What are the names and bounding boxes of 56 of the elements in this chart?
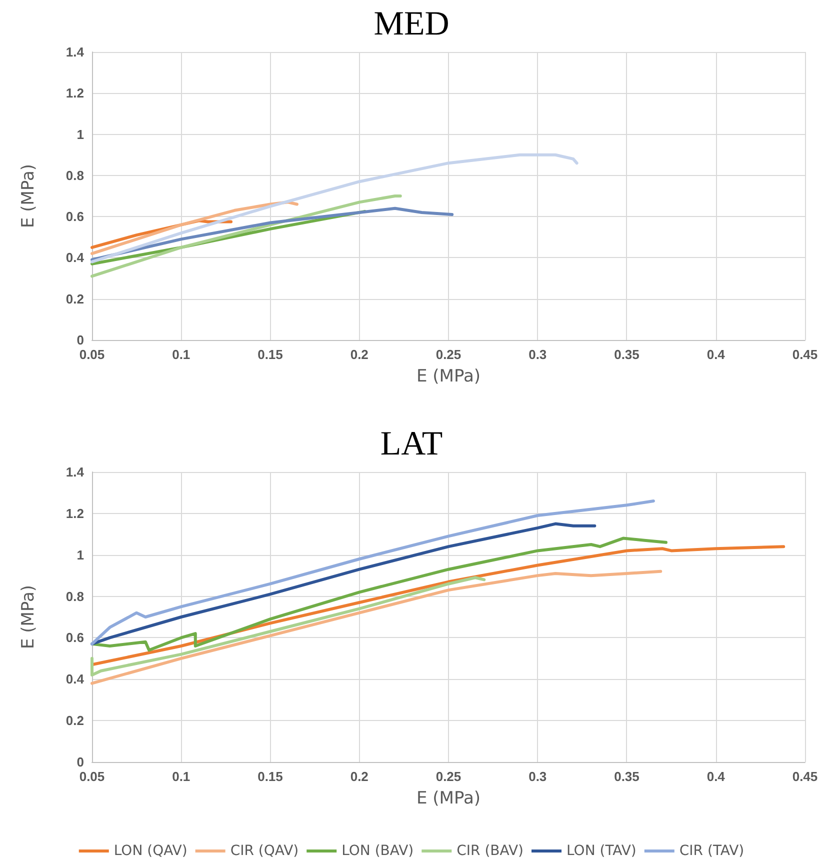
y-tick-label: 0.4 [66, 672, 85, 687]
chart-title: MED [374, 6, 450, 42]
legend-label: CIR (BAV) [456, 843, 524, 859]
x-axis-title: E (MPa) [416, 788, 480, 808]
y-tick-label: 1.2 [66, 86, 84, 101]
x-tick-label: 0.3 [528, 769, 547, 784]
y-axis-title: E (MPa) [18, 585, 38, 649]
line-series [90, 545, 786, 666]
y-tick-label: 0.6 [66, 630, 84, 646]
line-series [90, 194, 402, 278]
y-tick-label: 0.4 [66, 250, 85, 266]
x-tick-label: 0.2 [350, 347, 368, 362]
x-tick-label: 0.35 [614, 769, 640, 784]
x-tick-label: 0.2 [350, 769, 368, 784]
legend-label: LON (BAV) [342, 843, 414, 859]
y-tick-label: 0 [76, 332, 84, 348]
x-tick-label: 0.4 [706, 769, 726, 784]
line-series [90, 570, 662, 685]
x-tick-label: 0.05 [79, 347, 105, 362]
y-tick-label: 0.2 [66, 291, 84, 306]
line-series [90, 206, 454, 262]
y-tick-label: 1.4 [66, 464, 85, 480]
x-tick-label: 0.1 [172, 347, 190, 362]
x-tick-label: 0.35 [614, 347, 640, 362]
y-tick-label: 0.6 [66, 209, 84, 224]
y-tick-label: 1.2 [66, 506, 84, 521]
y-tick-label: 1.4 [66, 44, 85, 60]
line-series [90, 536, 668, 652]
x-tick-label: 0.3 [528, 347, 547, 362]
x-tick-label: 0.15 [258, 347, 283, 362]
line-series [90, 200, 298, 256]
x-tick-label: 0.1 [172, 769, 190, 784]
x-tick-label: 0.25 [436, 347, 462, 362]
chart-title: LAT [380, 426, 443, 462]
x-tick-label: 0.15 [258, 769, 283, 784]
line-series [90, 522, 596, 646]
legend-label: CIR (QAV) [230, 843, 299, 859]
y-axis-title: E (MPa) [18, 164, 38, 228]
legend-label: LON (QAV) [114, 843, 188, 859]
x-tick-label: 0.45 [792, 347, 818, 362]
x-tick-label: 0.4 [706, 347, 726, 362]
y-tick-label: 0 [76, 754, 84, 770]
line-series [90, 153, 578, 264]
y-tick-label: 1 [76, 126, 84, 142]
x-tick-label: 0.25 [436, 769, 462, 784]
line-series [90, 500, 655, 646]
y-tick-label: 0.2 [66, 713, 84, 728]
y-tick-label: 0.8 [66, 588, 84, 604]
x-axis-title: E (MPa) [416, 366, 480, 386]
y-tick-label: 1 [76, 547, 84, 562]
x-tick-label: 0.45 [792, 769, 818, 784]
legend-label: LON (TAV) [566, 843, 636, 859]
x-tick-label: 0.05 [79, 769, 105, 784]
line-series [90, 576, 486, 676]
legend-label: CIR (TAV) [679, 843, 744, 859]
y-tick-label: 0.8 [66, 168, 84, 183]
